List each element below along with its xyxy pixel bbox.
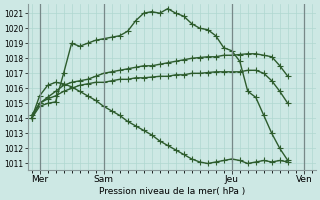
X-axis label: Pression niveau de la mer( hPa ): Pression niveau de la mer( hPa ) — [99, 187, 245, 196]
